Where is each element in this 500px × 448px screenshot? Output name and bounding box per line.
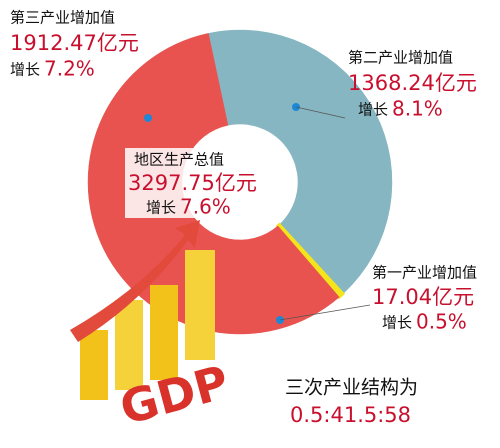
footnote: 0.5:41.5:58 — [290, 403, 411, 427]
value-label: 17.04亿元 — [372, 285, 474, 309]
growth-prefix: 增长 — [10, 61, 40, 79]
growth-prefix: 增长 — [358, 101, 388, 119]
label-name: 第二产业增加值 — [348, 49, 453, 67]
growth-label: 7.2% — [44, 57, 95, 81]
value-label: 1368.24亿元 — [348, 71, 477, 95]
growth-label: 0.5% — [416, 310, 467, 334]
center-value: 3297.75亿元 — [128, 171, 257, 195]
growth-prefix: 增长 — [146, 199, 176, 217]
footnote-title: 三次产业结构为 — [285, 377, 418, 399]
center-title: 地区生产总值 — [134, 151, 224, 169]
value-label: 1912.47亿元 — [10, 31, 139, 55]
center-growth: 7.6% — [180, 195, 231, 219]
pie-slice — [208, 29, 393, 295]
growth-prefix: 增长 — [382, 314, 412, 332]
label-name: 第一产业增加值 — [372, 264, 477, 282]
pie — [87, 29, 393, 335]
label-name: 第三产业增加值 — [10, 9, 115, 27]
growth-label: 8.1% — [392, 97, 443, 121]
